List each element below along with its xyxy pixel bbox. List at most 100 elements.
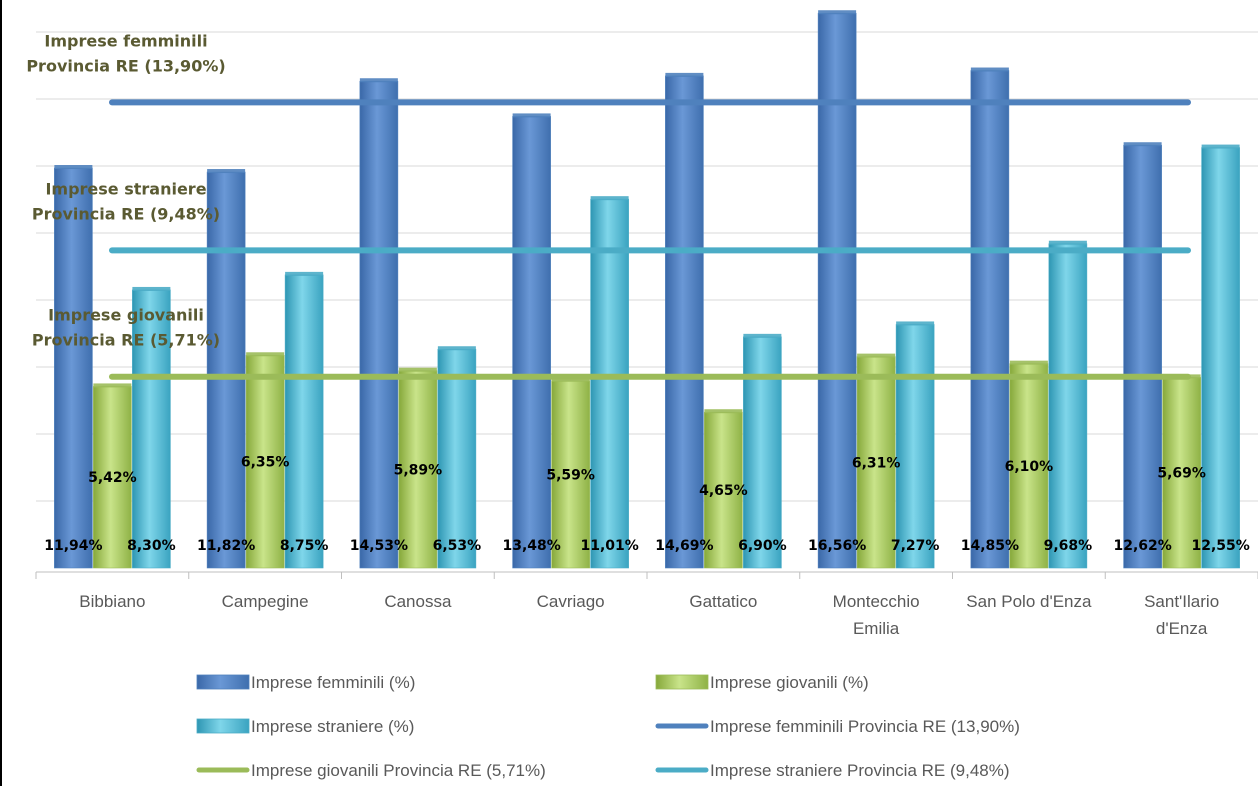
reference-annotation-line: Imprese giovanili <box>48 306 204 325</box>
data-label: 8,75% <box>280 538 329 554</box>
category-labels: Bibbiano Campegine Canossa Cavriago Gattatic… <box>79 592 1219 638</box>
category-label-line: San Polo d'Enza <box>966 592 1092 611</box>
reference-annotation-line: Provincia RE (13,90%) <box>26 56 225 75</box>
bar-cap <box>896 321 935 326</box>
data-label: 8,30% <box>127 538 176 554</box>
category-label-line: Montecchio <box>833 592 920 611</box>
category-label-line: Cavriago <box>537 592 605 611</box>
bar-cap <box>590 196 629 201</box>
data-label: 6,90% <box>738 538 787 554</box>
bar-cap <box>207 169 246 174</box>
bar-imprese-giovanili-canossa <box>398 370 438 569</box>
bar-cap <box>1201 144 1240 149</box>
bar-imprese-femminili-sant-ilario-d-enza <box>1123 144 1162 569</box>
bar-imprese-straniere-montecchio-emilia <box>895 324 935 569</box>
category-label: Montecchio Emilia <box>833 592 920 638</box>
legend-label: Imprese straniere (%) <box>251 717 414 736</box>
bar-imprese-straniere-sant-ilario-d-enza <box>1201 147 1240 569</box>
bar-cap <box>857 353 896 358</box>
bar-cap <box>743 333 782 338</box>
data-label: 6,31% <box>852 455 901 471</box>
data-label: 5,59% <box>546 467 595 483</box>
reference-lines <box>109 99 1191 380</box>
legend-swatch-imprese-straniere <box>196 718 250 734</box>
bar-cap <box>512 113 551 118</box>
bar-cap <box>970 67 1009 72</box>
bar-cap <box>704 409 743 414</box>
legend-swatch-imprese-giovanili <box>655 674 709 690</box>
reference-annotation-line: Provincia RE (9,48%) <box>32 204 220 223</box>
data-label: 7,27% <box>891 538 940 554</box>
bar-imprese-giovanili-gattatico <box>704 411 743 569</box>
category-label-line: d'Enza <box>1156 619 1208 638</box>
bar-cap <box>818 10 857 15</box>
data-label: 6,35% <box>241 455 290 471</box>
bar-cap <box>93 383 132 388</box>
x-axis <box>35 571 1258 579</box>
bar-imprese-femminili-cavriago <box>512 116 551 569</box>
bar-imprese-straniere-cavriago <box>590 198 629 569</box>
data-label: 5,42% <box>88 470 137 486</box>
data-label: 9,68% <box>1044 538 1093 554</box>
legend-label: Imprese femminili (%) <box>251 673 415 692</box>
data-label: 11,82% <box>197 538 255 554</box>
bar-imprese-femminili-campegine <box>206 171 246 569</box>
category-label: Bibbiano <box>79 592 145 611</box>
reference-annotation: Imprese giovanili Provincia RE (5,71%) <box>32 306 220 350</box>
legend-label: Imprese giovanili Provincia RE (5,71%) <box>251 761 546 780</box>
reference-annotation: Imprese straniere Provincia RE (9,48%) <box>32 179 220 223</box>
value-labels: 11,94% 5,42% 8,30% 11,82% 6,35% 8,75% 14,53% 5,… <box>44 455 1250 554</box>
bar-cap <box>359 78 398 83</box>
data-label: 14,69% <box>655 538 713 554</box>
bar-imprese-giovanili-cavriago <box>551 380 590 569</box>
reference-annotation-line: Imprese femminili <box>44 31 207 50</box>
bar-imprese-femminili-san-polo-d-enza <box>970 70 1010 569</box>
legend: Imprese femminili (%) Imprese giovanili (… <box>196 673 1020 780</box>
data-label: 6,10% <box>1005 459 1054 475</box>
category-label-line: Campegine <box>222 592 309 611</box>
data-label: 11,01% <box>580 538 638 554</box>
bar-imprese-straniere-campegine <box>284 274 324 569</box>
data-label: 5,89% <box>394 462 443 478</box>
category-label-line: Gattatico <box>689 592 757 611</box>
category-label: Gattatico <box>689 592 757 611</box>
reference-annotations: Imprese femminili Provincia RE (13,90%)Im… <box>26 31 225 349</box>
bar-cap <box>437 346 476 351</box>
category-label-line: Emilia <box>853 619 900 638</box>
bar-cap <box>1123 142 1162 147</box>
legend-label: Imprese femminili Provincia RE (13,90%) <box>710 717 1020 736</box>
category-label: Campegine <box>222 592 309 611</box>
bar-imprese-giovanili-montecchio-emilia <box>856 356 896 569</box>
data-label: 13,48% <box>502 538 560 554</box>
bar-cap <box>1009 360 1048 365</box>
category-label-line: Sant'Ilario <box>1144 592 1219 611</box>
bar-imprese-femminili-bibbiano <box>54 167 93 569</box>
reference-annotation: Imprese femminili Provincia RE (13,90%) <box>26 31 225 75</box>
data-label: 5,69% <box>1157 466 1206 482</box>
data-label: 12,55% <box>1191 538 1249 554</box>
bar-cap <box>1048 240 1087 245</box>
bar-imprese-giovanili-san-polo-d-enza <box>1009 363 1049 569</box>
bar-cap <box>665 72 704 77</box>
legend-label: Imprese straniere Provincia RE (9,48%) <box>710 761 1010 780</box>
reference-annotation-line: Imprese straniere <box>45 179 206 198</box>
bar-imprese-straniere-san-polo-d-enza <box>1048 243 1088 569</box>
bar-cap <box>54 165 93 170</box>
bar-cap <box>246 352 285 357</box>
data-label: 6,53% <box>433 538 482 554</box>
category-label-line: Canossa <box>384 592 452 611</box>
bar-imprese-femminili-montecchio-emilia <box>817 12 857 569</box>
bar-cap <box>398 367 437 372</box>
category-label: Sant'Ilario d'Enza <box>1144 592 1219 638</box>
bar-imprese-straniere-canossa <box>437 348 477 569</box>
bar-imprese-straniere-gattatico <box>743 336 782 569</box>
bar-imprese-femminili-canossa <box>359 80 399 569</box>
category-label: Canossa <box>384 592 452 611</box>
category-label: San Polo d'Enza <box>966 592 1092 611</box>
bar-cap <box>551 377 590 382</box>
data-label: 11,94% <box>44 538 102 554</box>
bars <box>54 10 1240 569</box>
data-label: 16,56% <box>808 538 866 554</box>
bar-cap <box>285 271 324 276</box>
bar-imprese-giovanili-sant-ilario-d-enza <box>1162 377 1201 569</box>
